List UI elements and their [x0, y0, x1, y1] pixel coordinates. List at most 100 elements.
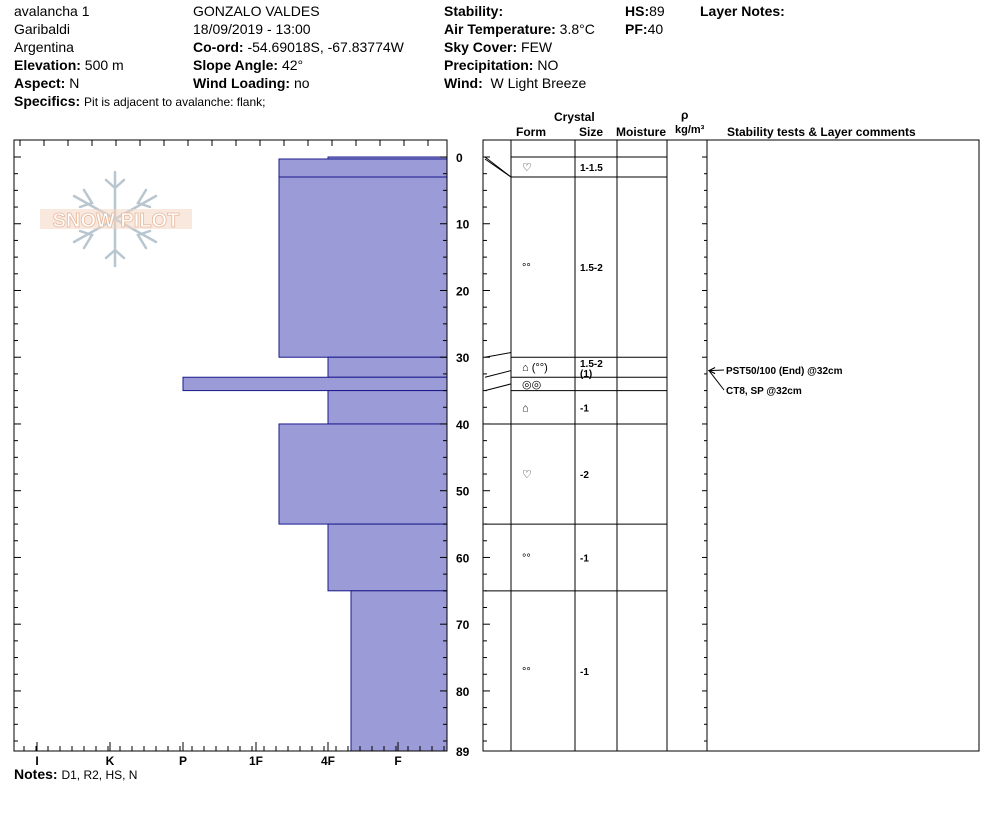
crystal-form-1: °°	[522, 262, 531, 274]
crystal-size-0: 1-1.5	[580, 163, 603, 174]
test-arrow	[707, 367, 716, 375]
wind-loading: Wind Loading: no	[193, 75, 310, 91]
notes-value: D1, R2, HS, N	[61, 768, 138, 782]
precipitation: Precipitation: NO	[444, 57, 558, 73]
aspect: Aspect: N	[14, 75, 79, 91]
crystal-size-7: -1	[580, 667, 589, 678]
specifics-label: Specifics:	[14, 93, 81, 109]
crystal-form-7: °°	[522, 666, 531, 678]
depth-label-89: 89	[456, 745, 470, 759]
coord-value: -54.69018S, -67.83774W	[247, 39, 404, 55]
wind-value: W Light Breeze	[490, 75, 587, 91]
rho-header: ρ	[681, 108, 689, 122]
boundary-connector	[484, 383, 512, 392]
air-temperature: Air Temperature: 3.8°C	[444, 21, 595, 37]
sky-cover: Sky Cover: FEW	[444, 39, 552, 55]
crystal-grid: ♡ 1-1.5°° 1.5-2⌂ (°°) 1.5-2(1)◎◎⌂ -1♡ -2°° -1°…	[484, 156, 667, 678]
hardness-frame	[13, 139, 448, 752]
pf-label: PF:	[625, 21, 648, 37]
boundary-connector	[484, 158, 512, 178]
axis-ticks	[14, 140, 707, 751]
pf: PF:40	[625, 21, 663, 37]
size-header: Size	[579, 125, 604, 139]
stability-header: Stability tests & Layer comments	[727, 125, 916, 139]
hardness-label-4F: 4F	[321, 754, 335, 768]
hardness-bars	[182, 156, 448, 752]
hardness-label-I: I	[35, 754, 38, 768]
aspect-label: Aspect:	[14, 75, 66, 91]
snowpilot-logo: SNOW PILOT	[40, 170, 192, 268]
stability-tests: PST50/100 (End) @32cm CT8, SP @32cm	[707, 366, 843, 397]
crystal-form-2: ⌂ (°°)	[522, 362, 548, 374]
crystal-form-0: ♡	[522, 162, 532, 174]
precip-label: Precipitation:	[444, 57, 534, 73]
wind-loading-label: Wind Loading:	[193, 75, 291, 91]
specifics: Specifics: Pit is adjacent to avalanche:…	[14, 93, 265, 109]
boundary-connector	[484, 370, 512, 378]
elevation-label: Elevation:	[14, 57, 81, 73]
test-leader	[708, 370, 725, 391]
moisture-header: Moisture	[616, 125, 667, 139]
logo-text: SNOW PILOT	[53, 210, 180, 232]
hardness-bar	[278, 176, 448, 358]
sky-label: Sky Cover:	[444, 39, 518, 55]
stability-label: Stability:	[444, 3, 504, 19]
test-result-1: CT8, SP @32cm	[726, 386, 802, 397]
crystal-header: Crystal	[554, 110, 595, 124]
hardness-label-K: K	[106, 754, 115, 768]
crystal-size-2: (1)	[580, 369, 592, 380]
form-header: Form	[516, 125, 546, 139]
crystal-form-3: ◎◎	[522, 379, 541, 391]
hardness-label-F: F	[394, 754, 401, 768]
depth-label-60: 60	[456, 551, 470, 565]
stability: Stability:	[444, 3, 503, 19]
location: Garibaldi	[14, 21, 71, 37]
crystal-size-6: -1	[580, 553, 589, 564]
hardness-label-P: P	[179, 754, 187, 768]
hardness-bar	[327, 523, 448, 592]
depth-label-40: 40	[456, 418, 470, 432]
hs-value: 89	[649, 3, 665, 19]
specifics-value: Pit is adjacent to avalanche: flank;	[84, 95, 266, 109]
hardness-bar	[327, 356, 448, 378]
crystal-frame	[482, 139, 980, 752]
air-temp-value: 3.8°C	[559, 21, 595, 37]
observer: GONZALO VALDES	[193, 3, 320, 19]
hardness-bar	[278, 423, 448, 525]
slope-value: 42°	[281, 57, 304, 73]
density-unit-header: kg/m³	[675, 124, 705, 136]
crystal-size-4: -1	[580, 403, 589, 414]
elevation: Elevation: 500 m	[14, 57, 124, 73]
test-leader	[708, 369, 725, 372]
wind-label: Wind:	[444, 75, 483, 91]
boundary-connector	[484, 352, 512, 358]
crystal-form-6: °°	[522, 552, 531, 564]
depth-label-0: 0	[456, 151, 463, 165]
hs: HS:89	[625, 3, 665, 19]
depth-label-10: 10	[456, 218, 470, 232]
crystal-size-1: 1.5-2	[580, 263, 603, 274]
crystal-size-2: 1.5-2	[580, 359, 603, 370]
air-temp-label: Air Temperature:	[444, 21, 556, 37]
pit-name: avalancha 1	[14, 3, 90, 19]
pf-value: 40	[647, 21, 664, 37]
chart-frames	[13, 139, 980, 752]
crystal-form-4: ⌂	[522, 402, 529, 414]
coordinates: Co-ord: -54.69018S, -67.83774W	[193, 39, 404, 55]
layer-notes-label: Layer Notes:	[700, 3, 785, 19]
precip-value: NO	[537, 57, 559, 73]
notes-label: Notes:	[14, 766, 58, 782]
hardness-bar	[350, 590, 448, 752]
aspect-value: N	[69, 75, 80, 91]
datetime: 18/09/2019 - 13:00	[193, 21, 311, 37]
hardness-label-1F: 1F	[249, 754, 263, 768]
notes: Notes: D1, R2, HS, N	[14, 766, 137, 782]
coord-label: Co-ord:	[193, 39, 244, 55]
slope-angle: Slope Angle: 42°	[193, 57, 303, 73]
country: Argentina	[14, 39, 74, 55]
wind-loading-value: no	[293, 75, 310, 91]
depth-label-50: 50	[456, 485, 470, 499]
crystal-size-5: -2	[580, 470, 589, 481]
depth-label-30: 30	[456, 351, 470, 365]
sky-value: FEW	[521, 39, 553, 55]
